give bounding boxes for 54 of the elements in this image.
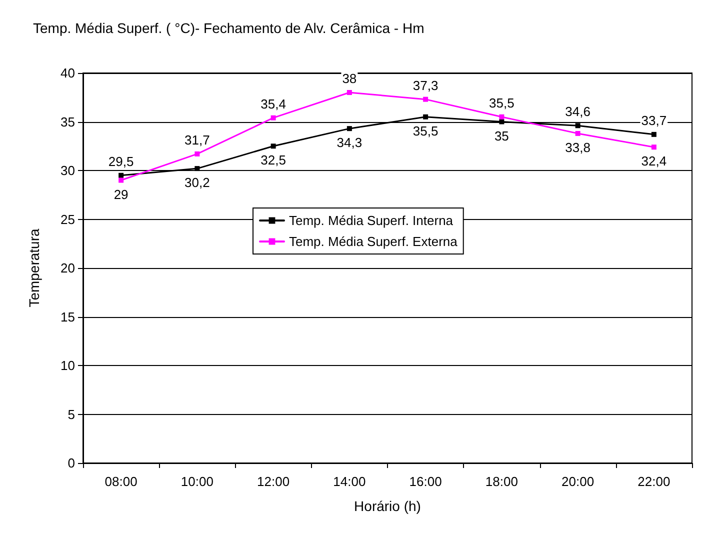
- point: [346, 90, 352, 95]
- point: [575, 123, 580, 128]
- data-label: 29: [114, 186, 128, 202]
- legend-label: Temp. Média Superf. Interna: [289, 213, 454, 228]
- data-label: 29,5: [108, 154, 134, 169]
- x-tick-label: 18:00: [485, 474, 518, 489]
- y-tick-label: 15: [60, 309, 75, 324]
- data-label: 32,5: [260, 152, 286, 168]
- point: [651, 132, 656, 137]
- legend-label: Temp. Média Superf. Externa: [289, 234, 458, 249]
- y-tick-label: 0: [68, 456, 75, 470]
- point: [270, 144, 276, 149]
- point: [423, 96, 428, 102]
- data-label: 34,3: [336, 135, 362, 150]
- point: [575, 130, 580, 136]
- data-label: 35,4: [260, 96, 286, 112]
- data-label: 34,6: [565, 104, 590, 120]
- x-tick-label: 14:00: [333, 474, 366, 489]
- point: [499, 119, 504, 124]
- x-tick-label: 08:00: [104, 474, 138, 489]
- data-label: 31,7: [184, 132, 210, 148]
- point: [118, 178, 124, 183]
- point: [651, 144, 656, 150]
- chart-title: Temp. Média Superf. ( °C)- Fechamento de Alv. Cerâmica - Hm: [33, 20, 424, 36]
- point: [270, 115, 276, 120]
- y-tick-label: 20: [60, 260, 75, 276]
- y-tick-label: 35: [60, 114, 75, 130]
- y-tick-label: 5: [68, 406, 75, 422]
- point: [499, 114, 504, 120]
- data-label: 33,7: [641, 112, 667, 128]
- y-tick-label: 25: [60, 212, 75, 227]
- data-label: 35,5: [412, 123, 438, 138]
- y-tick-label: 30: [60, 163, 75, 178]
- point: [194, 166, 200, 172]
- data-label: 38: [342, 71, 357, 86]
- point: [118, 172, 124, 178]
- y-tick-label: 40: [60, 66, 75, 80]
- data-label: 32,4: [641, 154, 667, 169]
- x-axis-title: Horário (h): [354, 498, 421, 514]
- data-label: 35: [494, 128, 509, 144]
- x-tick-label: 10:00: [180, 474, 214, 489]
- data-label: 30,2: [184, 175, 210, 190]
- x-tick-label: 22:00: [638, 474, 670, 489]
- data-label: 33,8: [565, 140, 590, 155]
- y-axis-title: Temperatura: [26, 228, 42, 308]
- data-label: 35,5: [489, 95, 514, 110]
- point: [423, 114, 428, 120]
- x-tick-label: 20:00: [562, 474, 594, 489]
- point: [194, 151, 200, 156]
- y-tick-label: 10: [60, 358, 75, 373]
- x-tick-label: 12:00: [257, 474, 290, 489]
- point: [346, 126, 352, 132]
- x-tick-label: 16:00: [409, 474, 442, 489]
- data-label: 37,3: [412, 78, 438, 93]
